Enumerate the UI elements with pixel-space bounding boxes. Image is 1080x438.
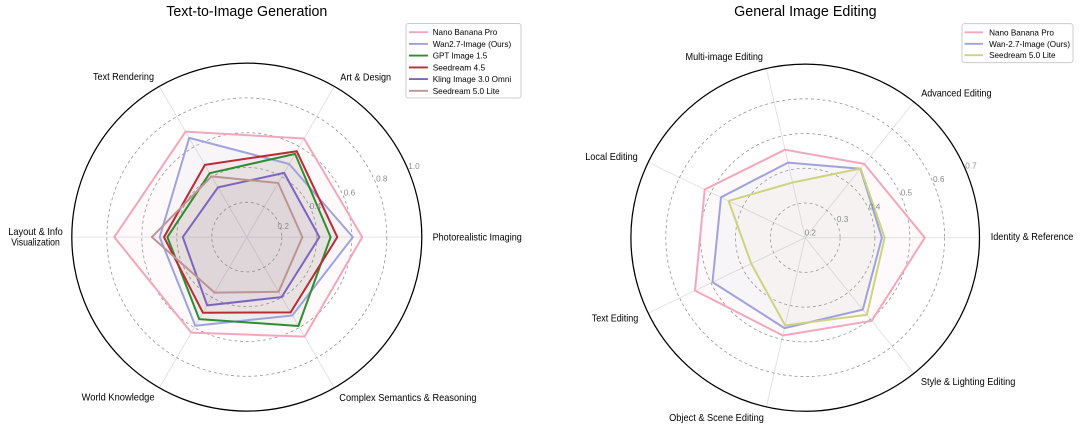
svg-text:Art & Design: Art & Design (340, 72, 391, 83)
svg-text:0.6: 0.6 (933, 175, 945, 184)
svg-text:Seedream 5.0 Lite: Seedream 5.0 Lite (433, 86, 500, 96)
svg-text:Nano Banana Pro: Nano Banana Pro (989, 27, 1054, 37)
svg-text:0.5: 0.5 (901, 189, 913, 198)
svg-text:0.2: 0.2 (278, 222, 290, 231)
svg-text:Nano Banana Pro: Nano Banana Pro (433, 27, 498, 37)
svg-text:Multi-image Editing: Multi-image Editing (686, 52, 764, 63)
svg-text:Seedream 4.5: Seedream 4.5 (433, 62, 486, 72)
svg-text:Identity & Reference: Identity & Reference (991, 232, 1074, 243)
svg-text:Object & Scene Editing: Object & Scene Editing (669, 413, 764, 424)
svg-text:Complex Semantics & Reasoning: Complex Semantics & Reasoning (339, 393, 476, 404)
svg-text:World Knowledge: World Knowledge (82, 393, 155, 404)
svg-text:0.6: 0.6 (344, 189, 356, 198)
svg-text:Text Editing: Text Editing (592, 313, 639, 324)
svg-text:1.0: 1.0 (408, 162, 420, 171)
svg-text:0.8: 0.8 (376, 175, 388, 184)
svg-text:0.4: 0.4 (869, 202, 881, 211)
svg-text:0.7: 0.7 (965, 162, 977, 171)
svg-text:Wan2.7-Image (Ours): Wan2.7-Image (Ours) (433, 39, 512, 49)
svg-text:Wan-2.7-Image (Ours): Wan-2.7-Image (Ours) (989, 39, 1070, 49)
svg-text:Seedream 5.0 Lite: Seedream 5.0 Lite (989, 50, 1056, 60)
svg-text:Text Rendering: Text Rendering (93, 72, 154, 83)
svg-text:0.3: 0.3 (837, 215, 849, 224)
svg-text:GPT Image 1.5: GPT Image 1.5 (433, 51, 488, 61)
svg-text:Photorealistic Imaging: Photorealistic Imaging (433, 232, 522, 243)
svg-text:Local Editing: Local Editing (585, 152, 638, 163)
svg-text:Visualization: Visualization (11, 238, 60, 249)
svg-text:Advanced Editing: Advanced Editing (921, 88, 992, 99)
svg-text:0.2: 0.2 (805, 229, 817, 238)
svg-text:General Image Editing: General Image Editing (734, 3, 877, 20)
svg-text:Text-to-Image Generation: Text-to-Image Generation (166, 3, 327, 20)
svg-text:0.4: 0.4 (310, 202, 322, 211)
svg-text:Layout & Info: Layout & Info (8, 227, 63, 238)
svg-text:Style & Lighting Editing: Style & Lighting Editing (921, 377, 1016, 388)
svg-text:Kling Image 3.0 Omni: Kling Image 3.0 Omni (433, 74, 512, 84)
